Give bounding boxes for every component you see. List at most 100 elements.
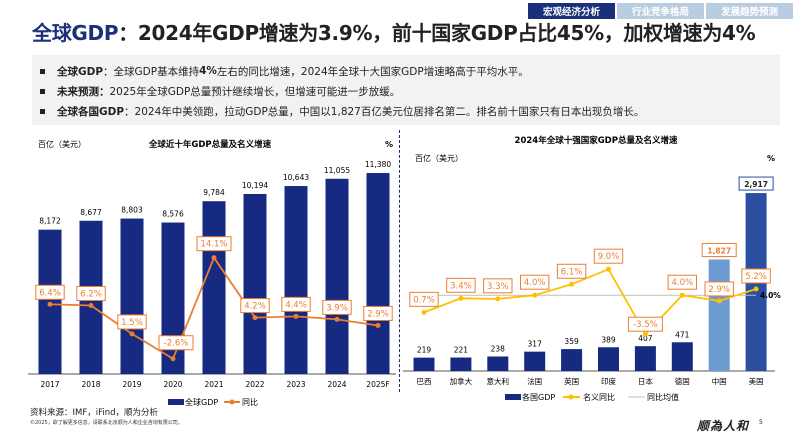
bullet-text: ：全球GDP基本维持: [103, 65, 200, 78]
page-title: 全球GDP：2024年GDP增速为3.9%，前十国家GDP占比45%，加权增速为…: [32, 17, 756, 46]
brand-logo: 顺為人和: [697, 419, 750, 433]
yoy-label-box: [158, 335, 194, 351]
nav-tabs: 宏观经济分析 行业竞争格局 发展趋势预测: [528, 3, 793, 19]
x-tick-label: 2020: [163, 380, 182, 389]
yoy-label: 6.2%: [80, 289, 102, 299]
yoy-label-box: [240, 298, 270, 314]
yoy-label: 4.4%: [285, 300, 307, 310]
x-tick-label: 日本: [638, 376, 653, 386]
bar-英国: [561, 349, 583, 371]
bar-value-label: 359: [564, 337, 579, 346]
bar-value-label: 1,827: [707, 247, 731, 256]
nominal-label: 3.4%: [450, 281, 472, 291]
legend-swatch-country-gdp: [505, 394, 521, 400]
bullet-text: ：2024年中美领跑，拉动GDP总量，中国以1,827百亿美元位居排名第二。排名…: [124, 105, 645, 118]
bar-意大利: [487, 356, 509, 371]
bullet-icon: [40, 88, 45, 94]
tab-competition[interactable]: 行业竞争格局: [617, 3, 704, 19]
nominal-point: [421, 309, 427, 315]
bar-2020: [161, 222, 185, 374]
nominal-point: [753, 286, 759, 292]
x-tick-label: 意大利: [487, 376, 510, 386]
nominal-point: [716, 298, 722, 304]
right-chart-title: 2024年全球十强国家GDP总量及名义增速: [515, 135, 678, 146]
nominal-label: 3.3%: [487, 282, 509, 292]
yoy-label-box: [117, 314, 147, 330]
bar-value-label: 9,784: [203, 188, 225, 197]
x-tick-label: 2024: [327, 380, 346, 389]
x-tick-label: 2023: [286, 380, 305, 389]
x-tick-label: 加拿大: [450, 376, 473, 386]
bar-value-label: 11,380: [365, 160, 391, 169]
yoy-label-box: [35, 284, 65, 300]
nominal-label: 0.7%: [413, 295, 435, 305]
summary-bullet: 全球GDP ：全球GDP基本维持 4% 左右的同比增速，2024年全球十大国家GDP增…: [40, 61, 780, 81]
x-tick-label: 2022: [245, 380, 264, 389]
bar-德国: [671, 342, 693, 371]
x-tick-label: 巴西: [417, 377, 432, 386]
copyright: ©2025，欲了解更多信息，请联系北京顺为人和企业咨询有限公司。: [30, 420, 183, 426]
tab-macro[interactable]: 宏观经济分析: [528, 3, 615, 19]
average-label: 4.0%: [760, 291, 781, 300]
x-tick-label: 2025F: [366, 380, 389, 389]
yoy-point: [375, 322, 381, 328]
yoy-point: [129, 331, 135, 337]
bar-value-label: 317: [528, 340, 543, 349]
bar-value-label: 471: [675, 330, 690, 339]
legend-label-avg: 同比均值: [647, 392, 679, 402]
x-tick-label: 2021: [204, 380, 223, 389]
bullet-key: 全球各国GDP: [57, 105, 125, 118]
bar-value-box: [738, 176, 774, 191]
bar-value-label: 11,055: [324, 166, 350, 175]
bar-value-label: 10,194: [242, 181, 268, 190]
nominal-point: [458, 295, 464, 301]
bar-印度: [598, 347, 619, 371]
bullet-icon: [40, 108, 45, 114]
right-yright-label: %: [767, 154, 775, 163]
yoy-point: [334, 316, 340, 322]
nominal-label-box: [704, 281, 734, 297]
bar-value-box: [701, 243, 737, 258]
summary-bullet: 全球各国GDP ：2024年中美领跑，拉动GDP总量，中国以1,827百亿美元位居…: [40, 101, 780, 121]
nominal-label: 4.0%: [524, 278, 546, 288]
nominal-label-box: [741, 268, 771, 284]
x-tick-label: 2017: [40, 380, 59, 389]
bar-value-label: 10,643: [283, 173, 309, 182]
bar-2021: [202, 201, 226, 374]
bullet-key: 未来预测：: [57, 85, 110, 98]
nominal-label-box: [556, 263, 587, 279]
x-tick-label: 2018: [81, 380, 100, 389]
legend-marker-nominal: [568, 394, 574, 400]
yoy-point: [170, 356, 176, 362]
x-tick-label: 2019: [122, 380, 141, 389]
nominal-label-box: [520, 274, 550, 290]
nominal-point: [679, 292, 685, 298]
bar-2019: [120, 218, 144, 374]
yoy-label-box: [363, 305, 393, 321]
nominal-label: 4.0%: [671, 278, 693, 288]
yoy-label-box: [196, 236, 232, 252]
yoy-point: [47, 301, 53, 307]
nominal-line: [423, 268, 757, 336]
summary-bullet: 未来预测： 2025年全球GDP总量预计继续增长，但增速可能进一步放缓。: [40, 81, 780, 101]
nominal-label: 6.1%: [561, 267, 583, 277]
yoy-label-box: [322, 299, 352, 315]
legend-marker-yoy: [229, 399, 235, 405]
yoy-point: [252, 315, 258, 321]
x-tick-label: 美国: [749, 376, 764, 386]
bar-value-label: 2,917: [744, 180, 768, 189]
nominal-point: [606, 266, 611, 272]
bullet-key2: 4%: [199, 65, 217, 77]
nominal-label-box: [446, 277, 476, 293]
yoy-label: 6.4%: [39, 288, 61, 298]
nominal-point: [495, 296, 501, 302]
bar-value-label: 8,677: [80, 208, 102, 217]
left-chart-title: 全球近十年GDP总量及名义增速: [148, 139, 272, 150]
divider: [399, 130, 400, 392]
tab-trends[interactable]: 发展趋势预测: [706, 3, 793, 19]
nominal-label-box: [593, 248, 624, 264]
yoy-label-box: [76, 285, 106, 301]
bar-value-label: 407: [638, 334, 653, 343]
title-highlight: 全球GDP: [32, 21, 119, 45]
